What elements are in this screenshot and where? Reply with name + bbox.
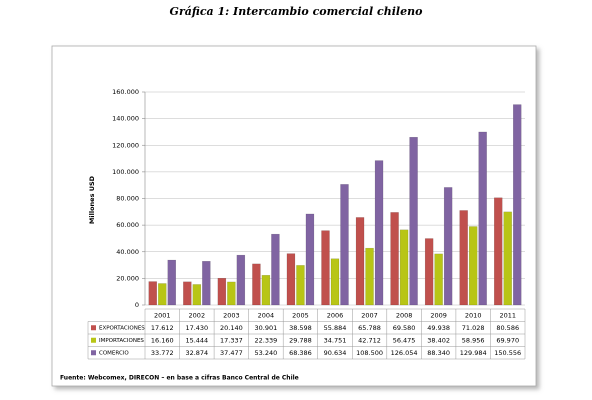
- bar: [390, 212, 399, 306]
- table-value: 42.712: [358, 336, 381, 344]
- table-value: 129.984: [460, 349, 487, 357]
- table-value: 69.970: [496, 336, 519, 344]
- y-tick-label: 80.000: [116, 195, 139, 203]
- bar: [365, 247, 374, 306]
- legend-swatch: [91, 350, 96, 356]
- source-note: Fuente: Webcomex, DIRECON – en base a ci…: [60, 375, 299, 382]
- table-value: 15.444: [185, 336, 208, 344]
- legend-label: IMPORTACIONES: [99, 338, 144, 344]
- bar: [513, 104, 522, 306]
- x-tick-label: 2003: [223, 311, 240, 319]
- table-value: 69.580: [393, 324, 416, 332]
- y-tick-label: 20.000: [116, 274, 139, 282]
- x-tick-label: 2002: [189, 311, 206, 319]
- bar: [183, 281, 192, 306]
- table-value: 17.612: [151, 324, 174, 332]
- x-tick-label: 2008: [396, 311, 413, 319]
- bar: [330, 258, 340, 306]
- table-value: 53.240: [255, 349, 278, 357]
- x-tick-label: 2005: [292, 311, 309, 319]
- table-value: 20.140: [220, 324, 243, 332]
- table-value: 71.028: [462, 324, 485, 332]
- table-value: 17.430: [185, 324, 208, 332]
- bar: [296, 265, 305, 306]
- legend-label: EXPORTACIONES: [99, 325, 145, 331]
- bar: [236, 254, 246, 306]
- table-value: 108.500: [356, 349, 383, 357]
- table-value: 55.884: [324, 324, 347, 332]
- bar: [459, 210, 468, 306]
- bar: [355, 217, 365, 306]
- y-axis-label: Millones USD: [88, 175, 96, 224]
- bar: [252, 263, 261, 306]
- table-value: 90.634: [324, 349, 347, 357]
- y-tick-label: 160.000: [112, 88, 139, 96]
- x-tick-label: 2007: [361, 311, 378, 319]
- bar: [286, 253, 296, 306]
- bar: [494, 197, 503, 306]
- table-value: 126.054: [391, 349, 418, 357]
- bar: [443, 187, 453, 306]
- bar: [468, 226, 478, 306]
- table-value: 38.402: [427, 336, 450, 344]
- x-tick-label: 2004: [258, 311, 275, 319]
- table-value: 150.556: [494, 349, 521, 357]
- chart-frame: [51, 45, 537, 387]
- table-value: 80.586: [496, 324, 519, 332]
- y-tick-label: 140.000: [112, 115, 139, 123]
- bar: [374, 160, 384, 306]
- table-value: 16.160: [151, 336, 174, 344]
- bar: [478, 131, 487, 306]
- bar: [202, 261, 211, 306]
- y-tick-label: 40.000: [116, 248, 139, 256]
- table-value: 56.475: [393, 336, 416, 344]
- y-tick-label: 120.000: [112, 141, 139, 149]
- y-tick-label: 0: [135, 301, 139, 309]
- bar: [321, 230, 330, 306]
- y-tick-label: 100.000: [112, 168, 139, 176]
- bar: [217, 277, 227, 306]
- table-value: 22.339: [255, 336, 278, 344]
- table-value: 49.938: [427, 324, 450, 332]
- legend-swatch: [91, 337, 96, 343]
- x-tick-label: 2011: [499, 311, 516, 319]
- legend-label: COMERCIO: [99, 350, 129, 356]
- x-tick-label: 2006: [327, 311, 344, 319]
- bar: [271, 233, 280, 306]
- table-value: 38.598: [289, 324, 312, 332]
- table-value: 33.772: [151, 349, 174, 357]
- table-value: 37.477: [220, 349, 243, 357]
- legend-swatch: [91, 325, 96, 331]
- chart-title: Gráfica 1: Intercambio comercial chileno: [170, 5, 423, 18]
- table-value: 34.751: [324, 336, 347, 344]
- x-tick-label: 2001: [154, 311, 171, 319]
- bar: [399, 229, 409, 306]
- bar: [227, 281, 236, 306]
- x-tick-label: 2009: [430, 311, 447, 319]
- bar: [409, 136, 418, 306]
- bar: [503, 211, 512, 306]
- table-value: 58.956: [462, 336, 485, 344]
- bar: [305, 213, 315, 306]
- table-value: 88.340: [427, 349, 450, 357]
- x-tick-label: 2010: [465, 311, 482, 319]
- bar: [158, 283, 167, 306]
- bar: [192, 284, 202, 306]
- bar: [167, 259, 176, 306]
- bar: [434, 253, 443, 306]
- table-value: 29.788: [289, 336, 312, 344]
- table-value: 30.901: [255, 324, 278, 332]
- table-value: 17.337: [220, 336, 243, 344]
- table-value: 65.788: [358, 324, 381, 332]
- table-value: 68.386: [289, 349, 312, 357]
- table-value: 32.874: [185, 349, 208, 357]
- bar: [261, 275, 271, 306]
- bar: [148, 281, 157, 306]
- y-tick-label: 60.000: [116, 221, 139, 229]
- bar: [340, 184, 349, 306]
- bar: [424, 238, 434, 306]
